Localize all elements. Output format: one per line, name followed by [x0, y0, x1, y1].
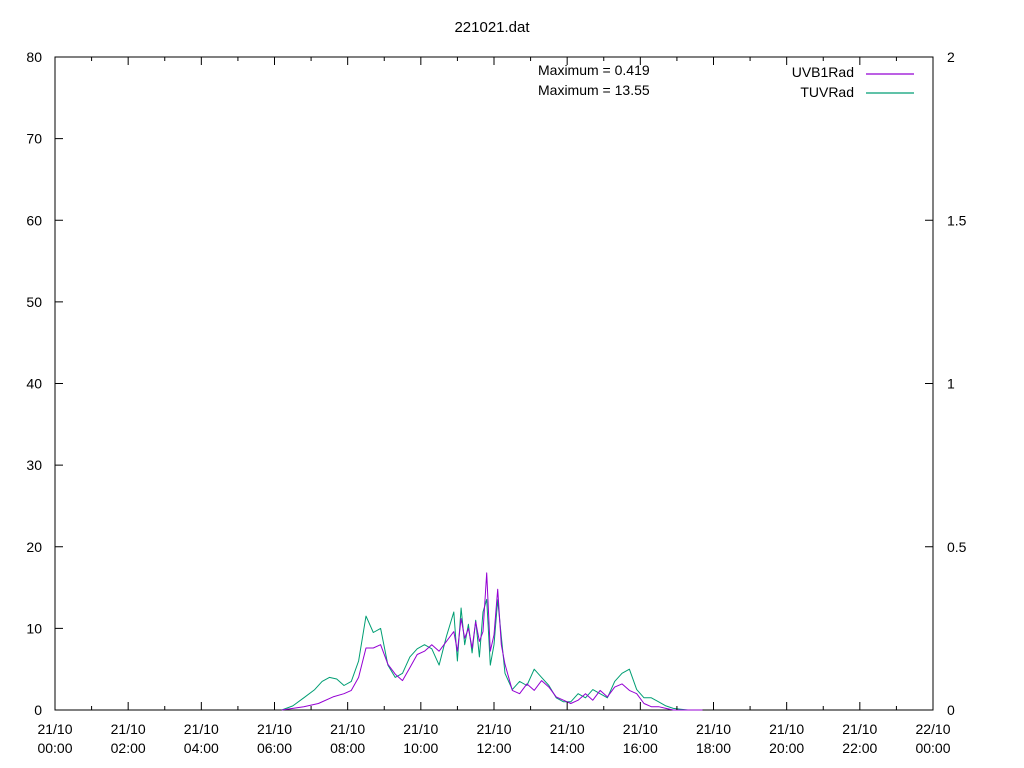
x-tick-label-date: 21/10	[111, 721, 146, 737]
right-tick-label: 0	[947, 702, 955, 718]
x-tick-label-time: 00:00	[915, 740, 950, 756]
x-tick-label-time: 18:00	[696, 740, 731, 756]
left-tick-label: 0	[34, 702, 42, 718]
x-tick-label-time: 14:00	[550, 740, 585, 756]
x-tick-label-time: 22:00	[842, 740, 877, 756]
right-tick-label: 1.5	[947, 212, 967, 228]
annotation-max-tuv: Maximum = 13.55	[538, 82, 650, 98]
x-tick-label-date: 21/10	[623, 721, 658, 737]
x-tick-label-date: 21/10	[769, 721, 804, 737]
left-axis: 0 10 20 30 40 50 60 70 80	[26, 49, 63, 718]
right-tick-label: 2	[947, 49, 955, 65]
x-tick-label-date: 21/10	[476, 721, 511, 737]
left-tick-label: 50	[26, 294, 42, 310]
x-tick-label-date: 21/10	[184, 721, 219, 737]
x-tick-label-date: 21/10	[842, 721, 877, 737]
left-tick-label: 30	[26, 457, 42, 473]
legend-label-uvb1rad: UVB1Rad	[792, 64, 854, 80]
x-tick-label-date: 21/10	[330, 721, 365, 737]
plot-border	[54, 56, 934, 711]
x-tick-label-time: 04:00	[184, 740, 219, 756]
x-tick-label-time: 12:00	[476, 740, 511, 756]
left-tick-label: 60	[26, 212, 42, 228]
plot-area	[54, 56, 934, 711]
x-tick-label-time: 16:00	[623, 740, 658, 756]
right-tick-label: 1	[947, 376, 955, 392]
series-layer	[281, 572, 703, 711]
x-axis: 21/10 00:00 21/10 02:00 21/10 04:00 21/10 06:00…	[37, 57, 951, 756]
left-tick-label: 80	[26, 49, 42, 65]
x-tick-label-date: 21/10	[696, 721, 731, 737]
x-tick-label-time: 00:00	[37, 740, 72, 756]
x-tick-label-time: 06:00	[257, 740, 292, 756]
chart-title: 221021.dat	[454, 19, 530, 36]
left-tick-label: 70	[26, 131, 42, 147]
x-tick-label-date: 21/10	[550, 721, 585, 737]
x-tick-label-time: 02:00	[111, 740, 146, 756]
left-tick-label: 20	[26, 539, 42, 555]
x-tick-label-time: 10:00	[403, 740, 438, 756]
x-tick-label-time: 08:00	[330, 740, 365, 756]
legend-label-tuvrad: TUVRad	[800, 84, 854, 100]
left-tick-label: 10	[26, 620, 42, 636]
legend: UVB1Rad TUVRad	[792, 64, 914, 100]
series-line-tuvrad	[281, 598, 688, 711]
x-tick-label-date: 21/10	[257, 721, 292, 737]
annotation-max-uvb: Maximum = 0.419	[538, 62, 650, 78]
x-tick-label-date: 21/10	[37, 721, 72, 737]
left-tick-label: 40	[26, 376, 42, 392]
series-line-uvb1rad	[281, 572, 703, 711]
x-tick-label-date: 21/10	[403, 721, 438, 737]
x-tick-label-time: 20:00	[769, 740, 804, 756]
right-axis: 0 0.5 1 1.5 2	[925, 49, 967, 718]
x-tick-label-date: 22/10	[915, 721, 950, 737]
right-tick-label: 0.5	[947, 539, 967, 555]
